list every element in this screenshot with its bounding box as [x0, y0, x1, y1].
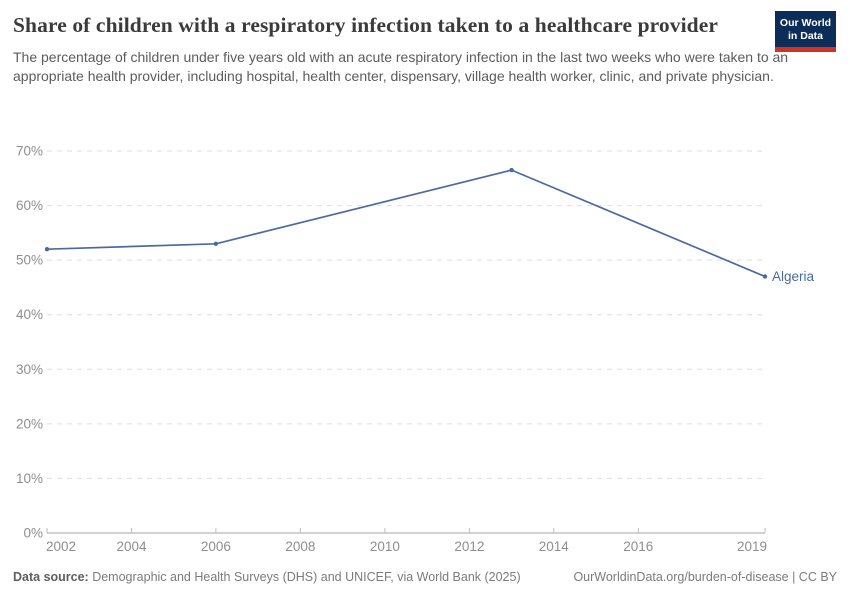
y-tick-label: 20%: [16, 416, 43, 431]
x-tick-label: 2019: [737, 539, 767, 554]
data-source-label: Data source:: [13, 570, 89, 584]
chart-subtitle: The percentage of children under five ye…: [13, 49, 789, 84]
x-tick-label: 2016: [623, 539, 653, 554]
owid-logo: Our World in Data: [775, 11, 836, 52]
data-point[interactable]: [213, 241, 219, 246]
data-point[interactable]: [44, 247, 50, 252]
data-source: Data source: Demographic and Health Surv…: [13, 568, 521, 586]
y-tick-label: 30%: [16, 362, 43, 377]
x-tick-label: 2002: [46, 539, 76, 554]
data-line-algeria: [46, 169, 766, 278]
y-tick-label: 70%: [16, 144, 43, 159]
page-title: Share of children with a respiratory inf…: [13, 13, 719, 37]
chart-footer: Data source: Demographic and Health Surv…: [13, 568, 837, 586]
owid-logo-line2: in Data: [787, 29, 823, 42]
data-point[interactable]: [762, 274, 768, 279]
x-tick-label: 2008: [285, 539, 315, 554]
y-tick-label: 50%: [16, 253, 43, 268]
owid-logo-text: Our World in Data: [775, 11, 836, 47]
owid-logo-red-bar: [775, 47, 836, 52]
x-tick-label: 2006: [201, 539, 231, 554]
data-point[interactable]: [509, 167, 514, 173]
line-chart: 0% 10% 20% 30% 40% 50% 60% 70% 2002 2004 2006 2008 2…: [16, 144, 815, 555]
x-tick-label: 2012: [454, 539, 484, 554]
chart-header: Share of children with a respiratory inf…: [13, 12, 837, 85]
data-source-text: Demographic and Health Surveys (DHS) and…: [88, 570, 521, 584]
y-tick-label: 10%: [16, 471, 43, 486]
entity-label[interactable]: Algeria: [772, 269, 815, 284]
y-tick-label: 0%: [23, 526, 43, 541]
y-tick-label: 40%: [16, 307, 43, 322]
owid-link[interactable]: OurWorldinData.org/burden-of-disease | C…: [573, 570, 837, 584]
x-tick-label: 2014: [539, 539, 570, 554]
y-tick-label: 60%: [16, 198, 43, 213]
x-tick-label: 2010: [370, 539, 400, 554]
x-tick-label: 2004: [116, 539, 147, 554]
owid-logo-line1: Our World: [779, 16, 832, 29]
